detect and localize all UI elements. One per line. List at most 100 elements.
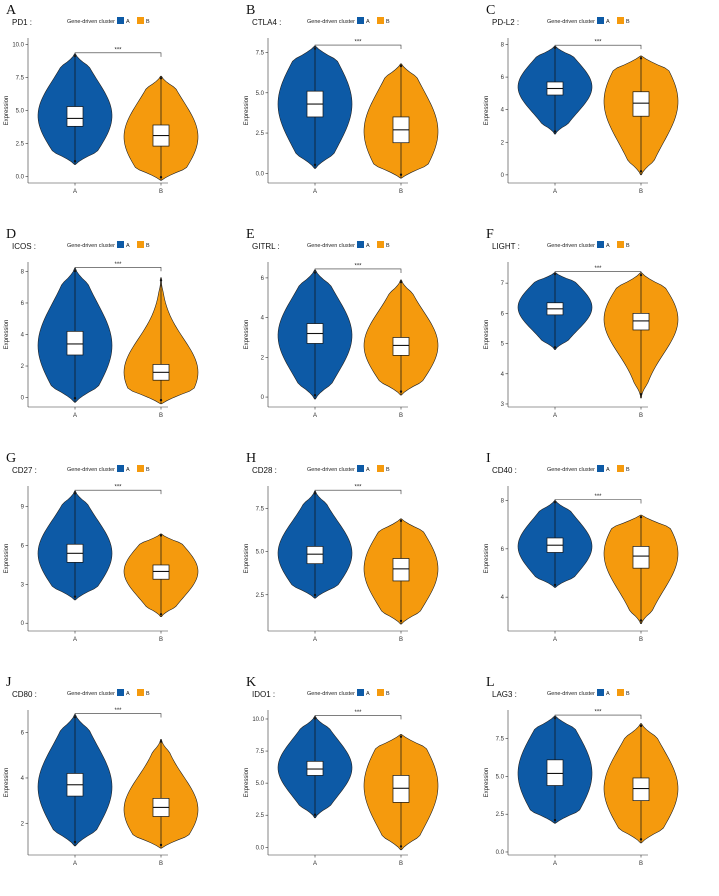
y-tick-label: 2 [21,821,25,827]
outlier-point [399,173,403,176]
legend-title: Gene-driven cluster [547,691,595,697]
outlier-point [159,740,163,743]
legend-key-b [617,241,624,248]
y-tick-label: 0 [21,396,25,402]
box-a [306,760,324,776]
legend-title: Gene-driven cluster [547,19,595,25]
legend-label-a: A [606,19,610,25]
outlier-point [313,163,317,167]
legend-title: Gene-driven cluster [307,243,355,249]
legend-title: Gene-driven cluster [547,243,595,249]
outlier-point [159,279,163,282]
significance-bracket [314,268,402,273]
legend-key-a [117,465,124,472]
legend-label-b: B [146,691,150,697]
panel-letter: H [246,451,256,466]
outlier-point [313,813,317,816]
y-axis-title: Expression [4,96,10,126]
y-tick-label: 7.5 [256,749,265,755]
y-tick-label: 7.5 [256,51,265,57]
outlier-point [159,77,163,80]
x-tick-label: A [73,189,77,195]
legend-label-b: B [146,19,150,25]
legend-label-b: B [626,19,630,25]
outlier-point [639,392,643,396]
outlier-point [159,843,163,847]
outlier-point [159,176,163,179]
y-tick-label: 8 [501,499,505,505]
gene-title: IDO1 : [252,690,275,699]
x-tick-label: A [73,861,77,867]
legend-label-b: B [146,243,150,249]
box-a [306,546,324,565]
y-tick-label: 0.0 [256,171,265,177]
y-tick-label: 4 [21,333,25,339]
significance-label: *** [354,710,362,716]
y-tick-label: 6 [501,311,505,317]
outlier-point [73,840,77,844]
y-tick-label: 9 [21,505,25,511]
legend-key-a [597,17,604,24]
outlier-point [399,845,403,848]
y-tick-label: 6 [21,301,25,307]
outlier-point [313,593,317,597]
y-tick-label: 7.5 [256,506,265,512]
legend-label-a: A [366,19,370,25]
y-tick-label: 4 [501,595,505,601]
box-b [632,777,650,801]
y-axis-title: Expression [4,544,10,574]
y-axis-title: Expression [244,544,250,574]
y-axis-title: Expression [484,96,490,126]
x-tick-label: B [639,189,643,195]
y-axis-title: Expression [484,320,490,350]
legend-key-a [357,241,364,248]
y-tick-label: 5.0 [256,91,265,97]
x-tick-label: B [399,637,403,643]
legend-title: Gene-driven cluster [67,691,115,697]
legend-label-b: B [626,243,630,249]
panel-letter: I [486,451,491,466]
y-tick-label: 3 [501,402,505,408]
outlier-point [159,613,163,616]
panel-letter: A [6,3,17,18]
legend-key-b [377,465,384,472]
y-tick-label: 0 [261,395,265,401]
legend-label-a: A [606,467,610,473]
panel-letter: B [246,3,255,18]
outlier-point [399,390,403,393]
outlier-point [73,595,77,598]
y-tick-label: 6 [21,731,25,737]
significance-bracket [74,267,162,272]
legend-key-a [117,241,124,248]
significance-bracket [554,714,642,720]
gene-title: PD-L2 : [492,18,519,27]
y-tick-label: 0.0 [496,850,505,856]
y-axis-title: Expression [244,96,250,126]
box-b [392,337,410,356]
legend-key-a [597,241,604,248]
y-tick-label: 0.0 [256,845,265,851]
panel-letter: E [246,227,255,242]
legend-label-a: A [366,467,370,473]
outlier-point [399,280,403,284]
x-tick-label: A [553,413,557,419]
legend-key-b [617,17,624,24]
legend-key-b [617,689,624,696]
gene-title: ICOS : [12,242,36,251]
outlier-point [639,57,643,60]
y-tick-label: 0 [501,173,505,179]
gene-title: CD27 : [12,466,37,475]
outlier-point [553,818,557,822]
panel-letter: G [6,451,16,466]
significance-label: *** [354,40,362,46]
outlier-point [73,397,77,400]
y-tick-label: 5.0 [16,109,25,115]
outlier-point [639,619,643,622]
significance-label: *** [114,708,122,714]
outlier-point [399,64,403,68]
legend-title: Gene-driven cluster [67,243,115,249]
outlier-point [639,838,643,841]
